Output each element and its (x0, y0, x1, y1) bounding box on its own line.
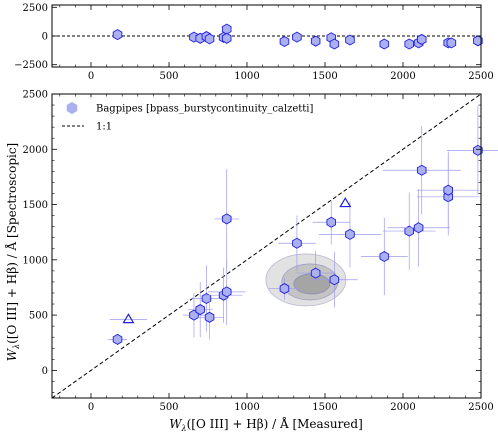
hexagon-point (404, 38, 415, 50)
y-tick-label: 0 (42, 366, 48, 377)
hexagon-point (201, 292, 212, 305)
x-tick-label: 2500 (468, 71, 493, 82)
y-tick-label: 500 (29, 311, 48, 322)
ticks: 0 500 1000 1500 2000 2500 0 500 1000 1500 2000 2500 (23, 90, 494, 414)
hexagon-point (379, 38, 390, 50)
hexagon-point (329, 38, 340, 50)
hexagon-point (221, 32, 232, 44)
hexagon-point (310, 35, 321, 47)
legend-entry-bagpipes: Bagpipes [bpass_burstycontinuity_calzett… (96, 104, 314, 115)
hexagon-point (404, 225, 415, 237)
y-tick-label: 2500 (23, 3, 48, 14)
hexagon-point (221, 23, 232, 35)
y-tick-label: 0 (42, 32, 48, 43)
axes-frame (51, 93, 482, 399)
x-tick-label: 0 (88, 402, 94, 413)
series-hexagon (112, 23, 483, 50)
hexagon-point (446, 37, 457, 49)
y-tick-label: 2500 (23, 90, 48, 101)
hexagon-point (379, 250, 390, 263)
hexagon-point (473, 144, 483, 156)
hexagon-point (112, 333, 123, 345)
x-tick-label: 2000 (390, 402, 415, 413)
hexagon-point (292, 237, 302, 249)
y-tick-label: 1500 (23, 200, 48, 211)
main-scatter-panel: 0 500 1000 1500 2000 2500 0 500 1000 1500 2000 2500 (23, 90, 498, 414)
x-tick-label: 1500 (312, 402, 337, 413)
hexagon-point (416, 164, 427, 176)
hexagon-point (345, 34, 355, 46)
residual-panel: 0 500 1000 1500 2000 2500 −2500 0 2500 (14, 3, 494, 82)
hexagon-point (221, 213, 232, 225)
x-tick-label: 500 (159, 71, 178, 82)
hexagon-point (204, 311, 215, 323)
hexagon-point (204, 33, 215, 45)
y-tick-label: 1000 (23, 255, 48, 266)
hexagon-point (413, 222, 424, 234)
hexagon-point (195, 304, 205, 316)
y-axis-label: Wλ([O III] + Hβ) / Å [Spectroscopic] (4, 143, 21, 361)
hexagon-point (112, 29, 123, 41)
y-tick-label: −2500 (14, 60, 48, 71)
hexagon-point (345, 228, 355, 240)
contour-inner (293, 273, 331, 295)
legend: Bagpipes [bpass_burstycontinuity_calzett… (56, 97, 314, 137)
x-tick-label: 0 (88, 71, 94, 82)
ticks: 0 500 1000 1500 2000 2500 −2500 0 2500 (14, 3, 494, 82)
triangle-point (122, 313, 135, 324)
x-tick-label: 2000 (390, 71, 415, 82)
hexagon-point (473, 35, 483, 47)
triangle-point (339, 197, 352, 208)
hexagon-point (310, 267, 321, 279)
y-tick-label: 2000 (23, 145, 48, 156)
x-tick-label: 1500 (312, 71, 337, 82)
hexagon-point (292, 31, 302, 43)
x-tick-label: 1000 (234, 402, 259, 413)
x-tick-label: 1000 (234, 71, 259, 82)
x-tick-label: 500 (159, 402, 178, 413)
series-hexagon (108, 106, 498, 345)
hexagon-point (221, 286, 232, 298)
hexagon-point (329, 274, 340, 286)
hexagon-point (279, 283, 290, 295)
legend-hexagon-marker (66, 101, 78, 115)
hexagon-point (416, 33, 427, 45)
hexagon-point (443, 184, 454, 196)
legend-frame (56, 97, 274, 137)
legend-entry-one-to-one: 1:1 (96, 122, 112, 133)
x-axis-label: Wλ([O III] + Hβ) / Å [Measured] (169, 416, 363, 433)
series-open-triangle (109, 197, 352, 324)
one-to-one-line (51, 93, 482, 399)
x-tick-label: 2500 (468, 402, 493, 413)
hexagon-point (279, 35, 290, 48)
hexagon-point (326, 216, 337, 228)
